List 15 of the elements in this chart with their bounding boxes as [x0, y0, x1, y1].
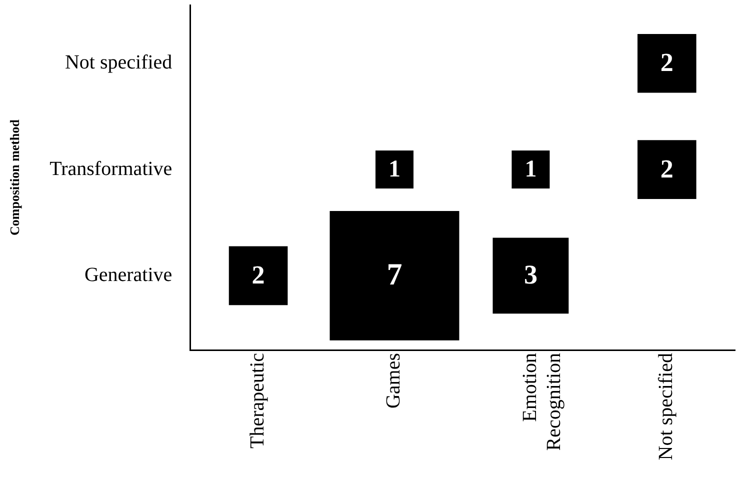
x-tick-label: Not specified	[655, 353, 678, 460]
x-tick-label: Emotion Recognition	[518, 353, 565, 451]
x-tick-label: Games	[382, 352, 405, 409]
y-tick-label: Transformative	[50, 158, 172, 180]
data-label: 3	[524, 260, 538, 290]
data-label: 2	[660, 48, 674, 78]
data-label: 1	[388, 156, 400, 183]
data-label: 7	[386, 256, 402, 292]
data-label: 2	[252, 260, 265, 290]
data-label: 1	[524, 156, 537, 183]
data-label: 2	[660, 154, 674, 184]
y-tick-label: Generative	[84, 264, 172, 286]
x-tick-label: Therapeutic	[246, 352, 269, 448]
y-tick-label: Not specified	[64, 52, 172, 74]
y-axis-title: Composition method	[7, 118, 22, 236]
